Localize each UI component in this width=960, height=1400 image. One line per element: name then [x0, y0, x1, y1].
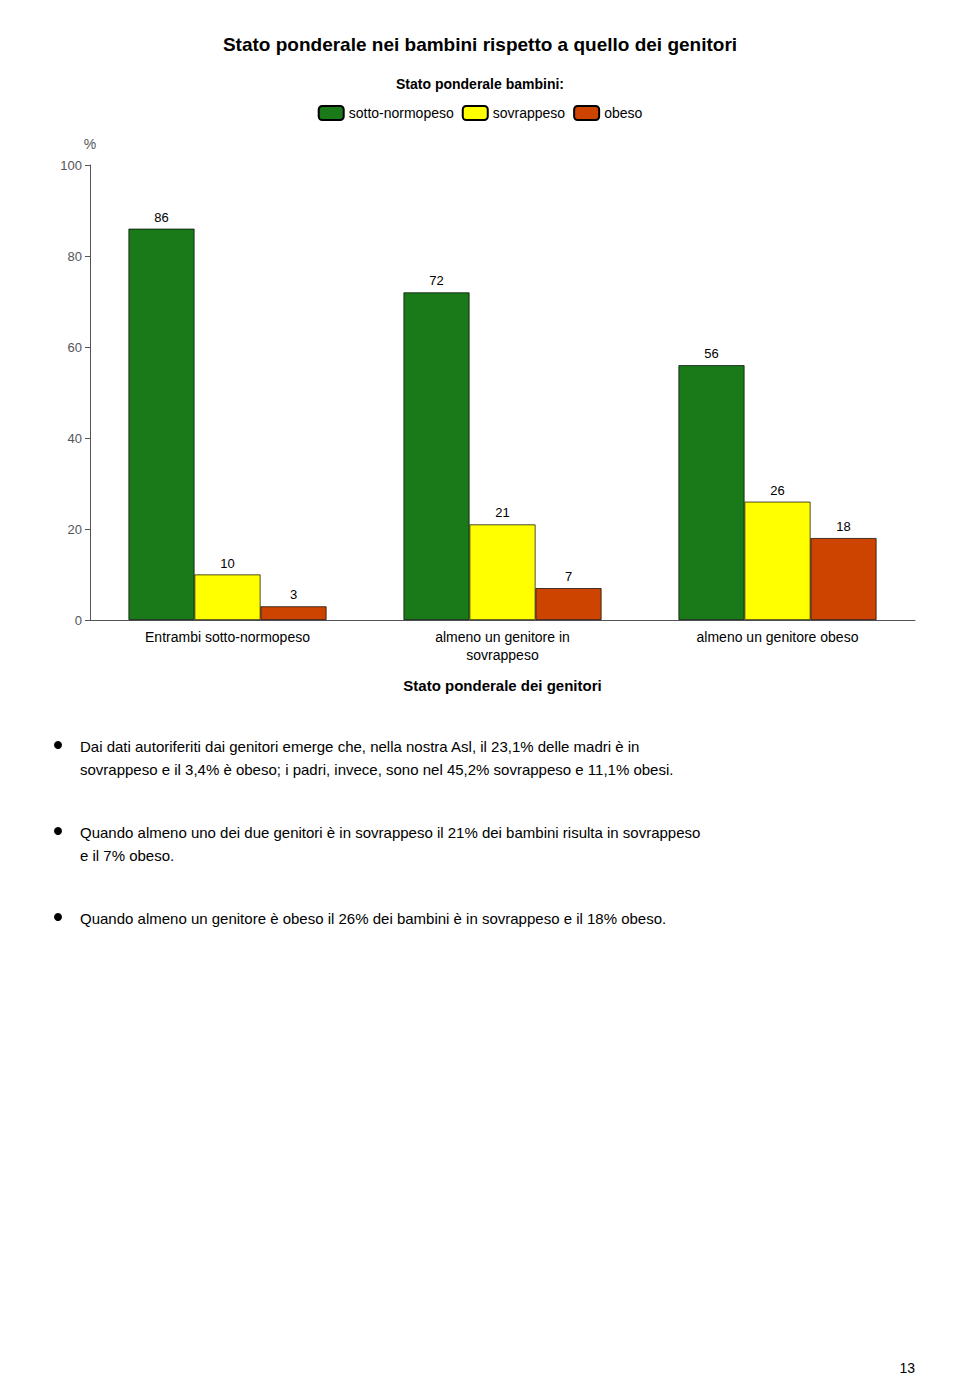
svg-text:Stato ponderale dei genitori: Stato ponderale dei genitori: [403, 677, 601, 694]
svg-text:13: 13: [899, 1360, 915, 1376]
svg-text:40: 40: [68, 431, 82, 446]
svg-text:72: 72: [429, 273, 443, 288]
svg-text:56: 56: [704, 346, 718, 361]
svg-text:21: 21: [495, 505, 509, 520]
svg-text:86: 86: [154, 210, 168, 225]
svg-text:Stato ponderale bambini:: Stato ponderale bambini:: [396, 76, 564, 92]
svg-text:60: 60: [68, 340, 82, 355]
svg-text:80: 80: [68, 249, 82, 264]
svg-text:sovrappeso: sovrappeso: [466, 647, 539, 663]
svg-text:almeno un genitore obeso: almeno un genitore obeso: [697, 629, 859, 645]
svg-text:sovrappeso e il 3,4% è obeso;: sovrappeso e il 3,4% è obeso; i padri, i…: [80, 761, 673, 778]
svg-text:Quando almeno uno dei due geni: Quando almeno uno dei due genitori è in …: [80, 824, 700, 841]
svg-text:100: 100: [60, 158, 82, 173]
svg-text:10: 10: [220, 556, 234, 571]
svg-text:%: %: [84, 136, 96, 152]
svg-text:Dai dati autoriferiti dai geni: Dai dati autoriferiti dai genitori emerg…: [80, 738, 639, 755]
svg-text:Entrambi sotto-normopeso: Entrambi sotto-normopeso: [145, 629, 310, 645]
svg-text:26: 26: [770, 483, 784, 498]
svg-text:Stato ponderale nei bambini ri: Stato ponderale nei bambini rispetto a q…: [223, 34, 737, 55]
svg-text:20: 20: [68, 522, 82, 537]
svg-text:3: 3: [290, 587, 297, 602]
svg-text:sotto-normopeso: sotto-normopeso: [349, 105, 454, 121]
svg-text:7: 7: [565, 569, 572, 584]
svg-text:almeno un genitore in: almeno un genitore in: [435, 629, 570, 645]
svg-text:e il 7% obeso.: e il 7% obeso.: [80, 847, 174, 864]
svg-text:Quando almeno un genitore è ob: Quando almeno un genitore è obeso il 26%…: [80, 910, 666, 927]
svg-text:sovrappeso: sovrappeso: [493, 105, 566, 121]
svg-text:18: 18: [836, 519, 850, 534]
svg-text:obeso: obeso: [604, 105, 642, 121]
svg-text:0: 0: [75, 613, 82, 628]
